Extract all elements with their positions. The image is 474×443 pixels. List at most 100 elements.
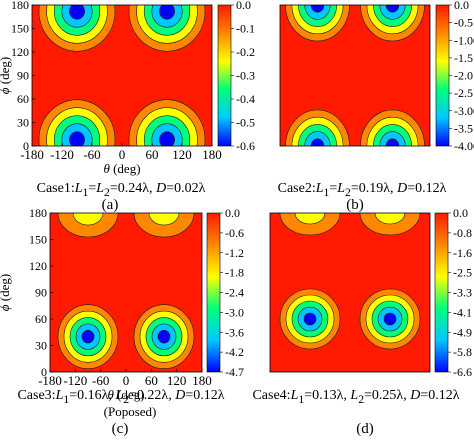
contour-level <box>294 213 326 225</box>
colorbar-tick-label: -2.5 <box>453 266 472 280</box>
colorbar: 0.0 -0.8 -1.6 -2.5 -3.3 -4.1 -4.9 -5.8 -6.6 <box>434 206 472 379</box>
colorbar-tick-label: -0.8 <box>453 226 472 240</box>
colorbar: 0.0 -0.5 -1.00 -1.5 -2.0 -2.5 -3.00 -3.5 -4.00 <box>435 0 474 153</box>
minimum-region-2 <box>133 304 195 369</box>
colorbar-tick-label: -3.3 <box>453 286 472 300</box>
colorbar: 0.0 -0.1 -0.2 -0.3 -0.4 -0.5 -0.6 <box>217 0 255 153</box>
minimum-region-3 <box>285 5 350 42</box>
y-tick-label: 150 <box>29 233 47 247</box>
contour-level <box>303 312 317 326</box>
panel-label-d: (d) <box>356 421 374 437</box>
contour-level <box>383 312 397 326</box>
minimum-region-4 <box>128 5 206 52</box>
y-tick-label: 60 <box>17 92 29 106</box>
colorbar-tick-label: -4.2 <box>225 345 244 359</box>
colorbar-tick-label: -1.5 <box>454 51 473 65</box>
colorbar-tick-label: 0.0 <box>236 0 251 12</box>
colorbar-tick-label: -0.6 <box>225 226 244 240</box>
colorbar-tick-label: -0.4 <box>236 92 255 106</box>
colorbar-tick-label: -0.1 <box>236 22 255 36</box>
panel-label-c: (c) <box>111 421 129 437</box>
x-axis-label: θ (deg) <box>107 387 144 402</box>
x-tick-label: 120 <box>172 147 192 162</box>
colorbar-tick-label: -1.8 <box>225 266 244 280</box>
contour-level <box>159 131 175 146</box>
contour-level <box>374 213 406 225</box>
panel-label-a: (a) <box>101 197 119 213</box>
x-tick-label: 180 <box>202 147 222 162</box>
x-tick-label: 60 <box>145 373 158 388</box>
case-caption-b: Case2:L1=L2=0.19λ, D=0.12λ <box>277 181 447 199</box>
colorbar-tick-label: -4.9 <box>453 325 472 339</box>
panel-label-b: (b) <box>346 197 364 213</box>
case-caption-d: Case4:L1=0.13λ, L2=0.25λ, D=0.12λ <box>252 388 460 406</box>
y-tick-label: 60 <box>35 312 47 326</box>
minimum-region-4 <box>133 213 195 238</box>
colorbar-tick-label: -0.5 <box>236 116 255 130</box>
colorbar: 0.0 -0.6 -1.2 -1.8 -2.4 -3.0 -3.6 -4.2 -4.7 <box>206 206 244 379</box>
x-tick-label: -60 <box>92 373 109 388</box>
minimum-region-3 <box>38 5 116 52</box>
contour-level <box>385 138 400 146</box>
x-tick-label: -120 <box>63 373 87 388</box>
minimum-region-2 <box>128 99 206 146</box>
proposed-note: (Poposed) <box>103 404 157 419</box>
colorbar-tick-label: -0.3 <box>236 69 255 83</box>
minimum-region-4 <box>360 5 425 42</box>
colorbar-tick-label: -2.5 <box>454 86 473 100</box>
minimum-region-4 <box>359 213 421 236</box>
colorbar-tick-label: -1.2 <box>225 246 244 260</box>
case-caption-c: Case3:L1=0.16λ, L2=0.22λ, D=0.12λ <box>17 388 225 406</box>
colorbar-tick-label: -4.7 <box>225 365 244 379</box>
y-tick-label: 180 <box>29 206 47 220</box>
colorbar-tick-label: 0.0 <box>453 206 468 220</box>
minimum-region-3 <box>279 213 341 236</box>
y-tick-label: 0 <box>41 365 47 379</box>
heatmap-panel-d: 0.0 -0.8 -1.6 -2.5 -3.3 -4.1 -4.9 -5.8 -6.6 <box>269 206 472 379</box>
heatmap-panel-b: 0.0 -0.5 -1.00 -1.5 -2.0 -2.5 -3.00 -3.5 -4.00 <box>279 0 474 153</box>
y-axis-label: ϕ (deg) <box>0 274 12 311</box>
contour-level <box>81 329 95 344</box>
minimum-region-3 <box>57 213 119 238</box>
contour-level <box>72 213 104 226</box>
colorbar-tick-label: -3.5 <box>454 121 473 135</box>
x-tick-label: 0 <box>119 147 126 162</box>
y-tick-label: 150 <box>11 22 29 36</box>
y-tick-label: 0 <box>23 139 29 153</box>
colorbar-tick-label: 0.0 <box>454 0 469 12</box>
x-tick-label: -120 <box>50 147 74 162</box>
y-tick-label: 120 <box>29 259 47 273</box>
y-tick-label: 30 <box>17 116 29 130</box>
plot-frame <box>269 212 431 373</box>
colorbar-tick-label: -0.5 <box>454 16 473 30</box>
minimum-region-1 <box>38 99 116 146</box>
contour-level <box>310 5 325 13</box>
contour-level <box>385 5 400 13</box>
colorbar-tick-label: -1.6 <box>453 246 472 260</box>
contour-level <box>69 131 85 146</box>
contour-level <box>69 5 85 20</box>
colorbar-tick-label: -2.0 <box>454 69 473 83</box>
contour-level <box>159 5 175 20</box>
x-tick-label: 180 <box>192 373 212 388</box>
minimum-region-1 <box>285 109 350 146</box>
y-tick-label: 180 <box>11 0 29 12</box>
case-caption-a: Case1:L1=L2=0.24λ, D=0.02λ <box>36 181 206 199</box>
contour-level <box>310 138 325 146</box>
colorbar-tick-label: -1.00 <box>454 33 474 47</box>
x-tick-label: 60 <box>146 147 159 162</box>
colorbar-tick-label: -3.6 <box>225 325 244 339</box>
colorbar-tick-label: 0.0 <box>225 206 240 220</box>
y-axis-label: ϕ (deg) <box>0 57 12 94</box>
x-tick-label: 120 <box>167 373 187 388</box>
colorbar-tick-label: -3.00 <box>454 104 474 118</box>
minimum-region-2 <box>359 288 421 350</box>
colorbar-tick-label: -4.00 <box>454 139 474 153</box>
colorbar-tick-label: -0.2 <box>236 45 255 59</box>
contour-level <box>157 329 171 344</box>
x-axis-label: θ (deg) <box>103 161 140 176</box>
y-tick-label: 90 <box>17 69 29 83</box>
